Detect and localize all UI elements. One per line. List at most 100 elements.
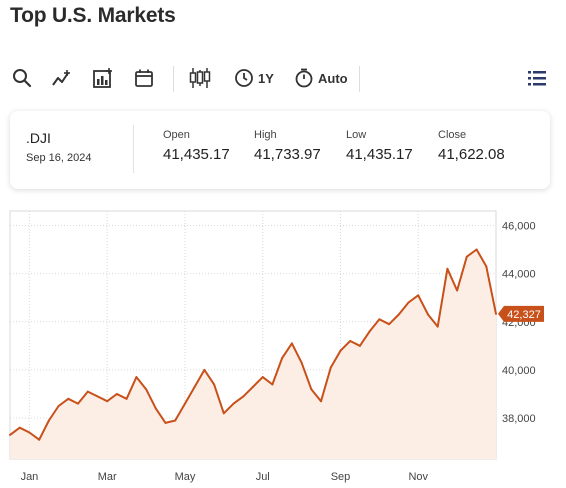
high-value: 41,733.97 [254,146,321,163]
data-point [339,349,342,352]
interval-label: Auto [318,70,348,86]
data-point [456,289,459,292]
x-tick-label: Nov [408,471,428,483]
symbol: .DJI [26,130,51,146]
data-point [135,376,138,379]
data-point [261,376,264,379]
candlestick-icon [189,68,211,88]
data-point [475,248,478,251]
calendar-button[interactable] [134,66,154,90]
y-tick-label: 38,000 [502,413,536,425]
data-point [125,397,128,400]
data-point [397,313,400,316]
toolbar-divider [173,66,174,92]
chart-toolbar: 1Y Auto [0,62,566,94]
series-area [10,249,496,459]
data-point [388,323,391,326]
data-point [310,388,313,391]
data-point [115,392,118,395]
range-label: 1Y [258,70,274,86]
data-point [145,388,148,391]
data-point [426,313,429,316]
data-point [222,412,225,415]
data-point [271,383,274,386]
open-value: 41,435.17 [163,146,230,163]
data-point [252,385,254,388]
data-point [446,267,449,270]
data-point [57,405,60,408]
quote-date: Sep 16, 2024 [26,152,92,164]
data-point [349,340,352,343]
list-menu-icon [528,71,546,86]
data-point [495,312,497,315]
close-stat: Close 41,622.08 [438,129,505,163]
x-tick-label: Jan [21,471,39,483]
y-tick-label: 40,000 [502,365,536,377]
data-point [358,344,361,347]
search-button[interactable] [12,66,32,90]
line-chart-plus-icon [52,70,70,86]
data-point [38,438,41,441]
data-point [485,265,488,268]
close-label: Close [438,129,467,141]
interval-button[interactable]: Auto [294,66,348,90]
data-point [407,301,410,304]
data-point [86,390,89,393]
data-point [67,397,70,400]
open-stat: Open 41,435.17 [163,129,230,163]
data-point [300,361,303,364]
data-point [329,366,332,369]
data-point [9,433,11,436]
x-tick-label: Sep [331,471,351,483]
bar-chart-plus-icon [93,68,112,88]
data-point [320,400,323,403]
data-point [47,419,50,422]
calendar-icon [135,69,153,87]
x-tick-label: May [175,471,196,483]
indicators-button[interactable] [51,66,73,90]
data-point [203,368,206,371]
chart-type-button[interactable] [188,66,212,90]
high-stat: High 41,733.97 [254,129,321,163]
range-button[interactable]: 1Y [234,66,274,90]
comparison-button[interactable] [92,66,114,90]
data-point [154,407,157,410]
current-value-label: 42,327 [507,309,541,321]
data-point [213,383,216,386]
data-point [174,419,177,422]
clock-icon [235,69,253,87]
quote-card: .DJI Sep 16, 2024 Open 41,435.17 High 41… [10,111,550,189]
toolbar-divider [359,66,360,92]
data-point [232,402,235,405]
data-point [96,395,99,398]
low-value: 41,435.17 [346,146,413,163]
search-icon [13,69,32,88]
close-value: 41,622.08 [438,146,505,163]
stopwatch-icon [295,68,313,88]
data-point [193,385,196,388]
current-value-tag [498,305,544,322]
data-point [164,421,167,424]
x-tick-label: Jul [256,471,270,483]
data-point [106,400,109,403]
data-point [368,330,371,333]
low-stat: Low 41,435.17 [346,129,413,163]
open-label: Open [163,129,190,141]
data-point [77,402,80,405]
high-label: High [254,129,277,141]
x-tick-label: Mar [98,471,117,483]
y-tick-label: 46,000 [502,220,536,232]
data-point [290,342,293,345]
card-divider [133,125,134,173]
data-point [28,431,31,434]
data-point [436,325,439,328]
data-point [183,402,186,405]
y-tick-label: 44,000 [502,269,536,281]
page-title: Top U.S. Markets [10,4,176,27]
menu-button[interactable] [527,66,547,90]
data-point [465,255,468,258]
data-point [18,426,21,429]
data-point [378,318,381,321]
data-point [281,356,284,359]
